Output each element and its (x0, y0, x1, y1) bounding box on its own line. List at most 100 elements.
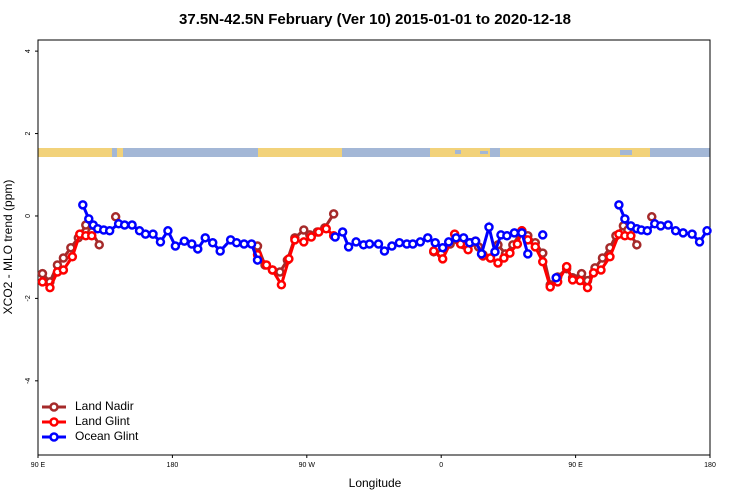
point (94, 240, 104, 250)
point (246, 239, 257, 249)
point (364, 239, 375, 249)
point (140, 229, 151, 239)
legend-label: Land Glint (75, 414, 130, 428)
legend-marker (49, 402, 59, 412)
point (505, 248, 515, 258)
point (537, 230, 548, 240)
point (284, 254, 294, 264)
point (451, 233, 461, 243)
point (509, 228, 520, 238)
point (231, 238, 242, 248)
point (84, 214, 94, 224)
point (343, 242, 354, 252)
point (351, 237, 361, 247)
point (430, 238, 440, 248)
point (470, 236, 481, 246)
point (678, 228, 688, 238)
point (313, 227, 324, 237)
point (87, 231, 97, 241)
point (632, 240, 642, 250)
point (493, 258, 503, 268)
point (484, 222, 494, 232)
point (179, 236, 190, 246)
point (545, 282, 555, 292)
legend-marker (49, 432, 59, 442)
point (290, 235, 300, 245)
point (207, 238, 218, 248)
y-tick-label: -4 (25, 378, 32, 384)
x-tick-label: 90 W (299, 462, 316, 469)
point (78, 200, 88, 210)
point (267, 265, 278, 275)
legend-marker (49, 417, 59, 427)
point (597, 253, 608, 263)
point (605, 252, 615, 262)
point (428, 246, 439, 256)
point (517, 228, 527, 238)
x-tick-label: 90 E (568, 462, 583, 469)
point (239, 239, 249, 249)
chart-title: 37.5N-42.5N February (Ver 10) 2015-01-01… (179, 11, 571, 28)
point (299, 237, 309, 247)
point (163, 226, 173, 236)
point (187, 239, 197, 249)
point (694, 237, 705, 247)
point (252, 255, 263, 265)
x-tick-label: 90 E (31, 462, 46, 469)
point (567, 275, 578, 285)
point (443, 237, 454, 247)
point (261, 260, 272, 270)
point (642, 226, 653, 236)
y-axis-label: XCO2 - MLO trend (ppm) (1, 180, 15, 315)
point (127, 220, 137, 230)
point (458, 233, 469, 243)
point (702, 226, 712, 236)
point (614, 200, 624, 210)
y-tick-label: 4 (25, 49, 32, 53)
point (200, 233, 211, 243)
point (512, 239, 523, 249)
x-tick-label: 180 (704, 462, 716, 469)
point (530, 242, 541, 252)
x-tick-label: 180 (167, 462, 179, 469)
point (485, 253, 496, 263)
point (561, 261, 572, 272)
point (588, 268, 599, 278)
point (551, 273, 561, 283)
legend-label: Land Nadir (75, 399, 134, 413)
y-tick-label: 0 (25, 214, 32, 218)
plot-frame (37, 39, 711, 456)
point (423, 233, 433, 243)
point (58, 253, 69, 263)
point (415, 237, 426, 247)
point (394, 238, 405, 248)
point (299, 225, 309, 235)
point (582, 282, 593, 293)
point (373, 239, 384, 249)
point (275, 267, 285, 277)
x-axis-label: Longitude (349, 476, 402, 490)
point (306, 232, 317, 242)
point (620, 214, 630, 224)
point (328, 209, 339, 219)
point (321, 223, 331, 234)
point (148, 229, 158, 239)
point (502, 231, 512, 241)
point (67, 252, 78, 262)
point (523, 249, 533, 259)
point (663, 220, 673, 230)
point (626, 231, 636, 241)
point (476, 249, 487, 259)
point (215, 246, 225, 256)
point (37, 277, 48, 287)
point (379, 246, 390, 256)
point (490, 247, 500, 257)
point (687, 229, 697, 239)
map-strip (38, 148, 710, 157)
point (170, 241, 181, 251)
point (337, 227, 348, 237)
point (655, 221, 666, 231)
point (596, 265, 606, 275)
point (276, 280, 287, 290)
